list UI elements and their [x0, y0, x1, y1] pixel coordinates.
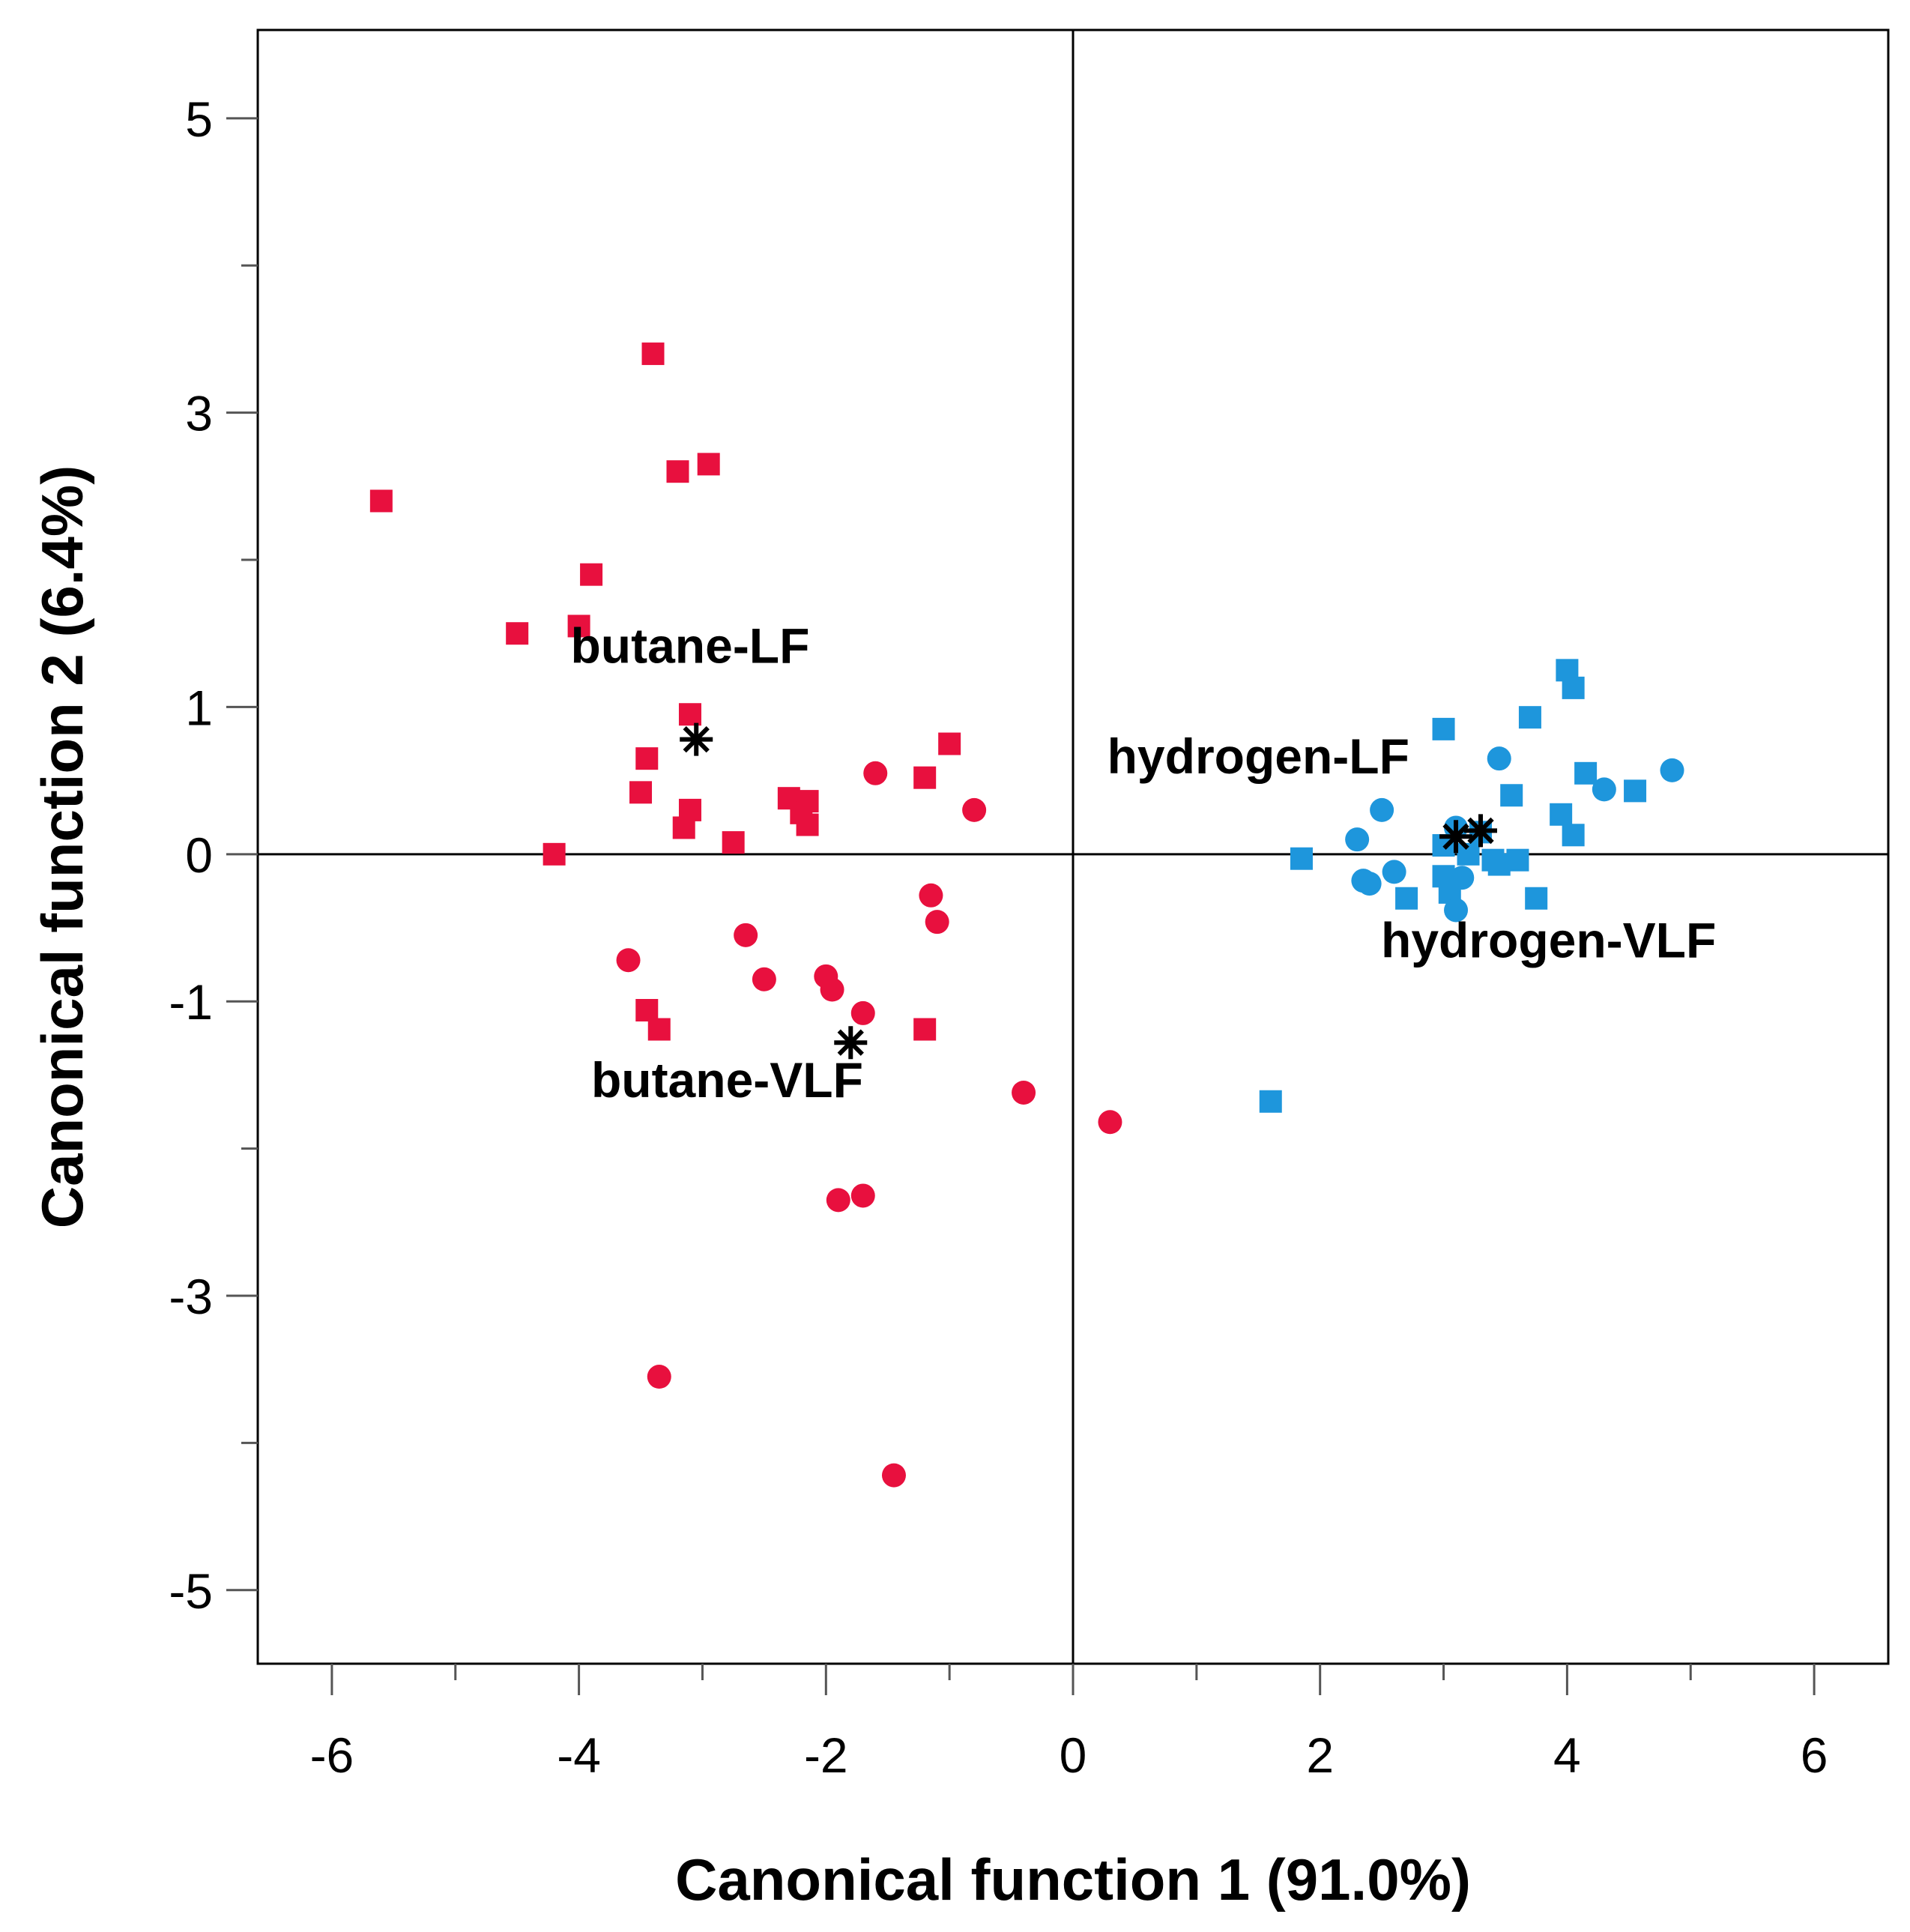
point-square	[678, 703, 701, 726]
point-circle	[616, 948, 641, 973]
point-circle	[881, 1463, 906, 1488]
x-tick-label: 6	[1801, 1727, 1828, 1783]
centroid-star-stroke	[1442, 823, 1469, 850]
point-square	[666, 460, 689, 483]
y-tick-label: 0	[185, 827, 213, 883]
point-square	[567, 615, 590, 638]
point-square	[938, 732, 961, 755]
point-circle	[1592, 777, 1616, 802]
point-square	[1290, 847, 1313, 870]
point-circle	[1444, 898, 1469, 923]
point-circle	[850, 1000, 875, 1025]
point-circle	[1370, 797, 1394, 822]
point-square	[1562, 824, 1585, 847]
point-square	[697, 453, 720, 476]
point-square	[913, 766, 937, 789]
centroid-star-stroke	[1467, 817, 1494, 845]
point-square	[672, 816, 695, 839]
data-points	[369, 342, 1684, 1488]
point-square	[1500, 784, 1523, 807]
point-circle	[1450, 866, 1475, 890]
point-square	[1432, 717, 1455, 740]
point-circle	[1660, 758, 1684, 782]
point-circle	[919, 883, 943, 908]
group-label: butane-VLF	[591, 1052, 863, 1108]
point-square	[913, 1018, 937, 1041]
y-tick-label: -1	[169, 974, 213, 1030]
point-circle	[1357, 872, 1382, 896]
centroid-star	[834, 1026, 868, 1060]
point-circle	[752, 967, 776, 991]
point-square	[722, 831, 745, 854]
point-square	[580, 563, 603, 586]
point-circle	[1012, 1080, 1036, 1105]
point-circle	[1345, 827, 1370, 852]
point-square	[1574, 761, 1598, 785]
x-tick-label: 0	[1060, 1727, 1087, 1783]
point-square	[635, 999, 659, 1021]
y-tick-label: -5	[169, 1563, 213, 1619]
point-square	[543, 842, 566, 866]
y-axis-title: Canonical function 2 (6.4%)	[29, 465, 95, 1228]
x-tick-label: 4	[1553, 1727, 1581, 1783]
point-square	[1518, 706, 1541, 729]
point-circle	[647, 1365, 671, 1389]
point-circle	[826, 1188, 850, 1213]
x-tick-label: -2	[804, 1727, 848, 1783]
group-label: hydrogen-LF	[1107, 728, 1409, 784]
point-circle	[962, 797, 987, 822]
annotations: butane-LF butane-VLF hydrogen-LF hydrogen-V…	[570, 618, 1716, 1108]
point-circle	[1382, 860, 1406, 884]
point-square	[641, 342, 665, 366]
centroid-star	[1464, 814, 1497, 848]
point-square	[1525, 887, 1548, 910]
point-square	[1562, 676, 1585, 699]
point-square	[506, 622, 529, 645]
point-circle	[734, 923, 758, 947]
centroid-star	[1439, 820, 1473, 854]
point-circle	[1098, 1110, 1122, 1135]
x-tick-label: -4	[557, 1727, 601, 1783]
point-square	[369, 489, 393, 513]
zero-lines	[258, 30, 1888, 1664]
group-label: hydrogen-VLF	[1381, 912, 1716, 967]
axes-layer: -6 -4 -2 0 2 4 6 5 3 1 0 -1 -3 -5	[169, 28, 1890, 1783]
point-square	[796, 813, 819, 836]
x-tick-label: -6	[310, 1727, 354, 1783]
point-circle	[863, 761, 888, 785]
point-square	[1624, 779, 1647, 803]
y-tick-label: 1	[185, 680, 213, 735]
point-square	[1487, 853, 1511, 876]
point-square	[647, 1018, 671, 1041]
y-tick-label: 5	[185, 91, 213, 147]
centroid-star-stroke	[683, 725, 710, 753]
x-axis-title: Canonical function 1 (91.0%)	[675, 1847, 1471, 1913]
y-tick-label: 3	[185, 386, 213, 441]
point-square	[1550, 803, 1573, 826]
x-tick-label: 2	[1306, 1727, 1334, 1783]
point-square	[629, 781, 653, 804]
centroid-star-stroke	[837, 1029, 864, 1056]
point-square	[635, 747, 659, 770]
y-tick-label: -3	[169, 1269, 213, 1324]
point-square	[1259, 1090, 1282, 1113]
group-label: butane-LF	[570, 618, 809, 674]
point-circle	[850, 1183, 875, 1208]
point-circle	[1487, 746, 1511, 771]
point-square	[1395, 887, 1418, 910]
centroid-star	[680, 722, 713, 756]
point-circle	[820, 977, 844, 1002]
point-circle	[925, 910, 949, 935]
